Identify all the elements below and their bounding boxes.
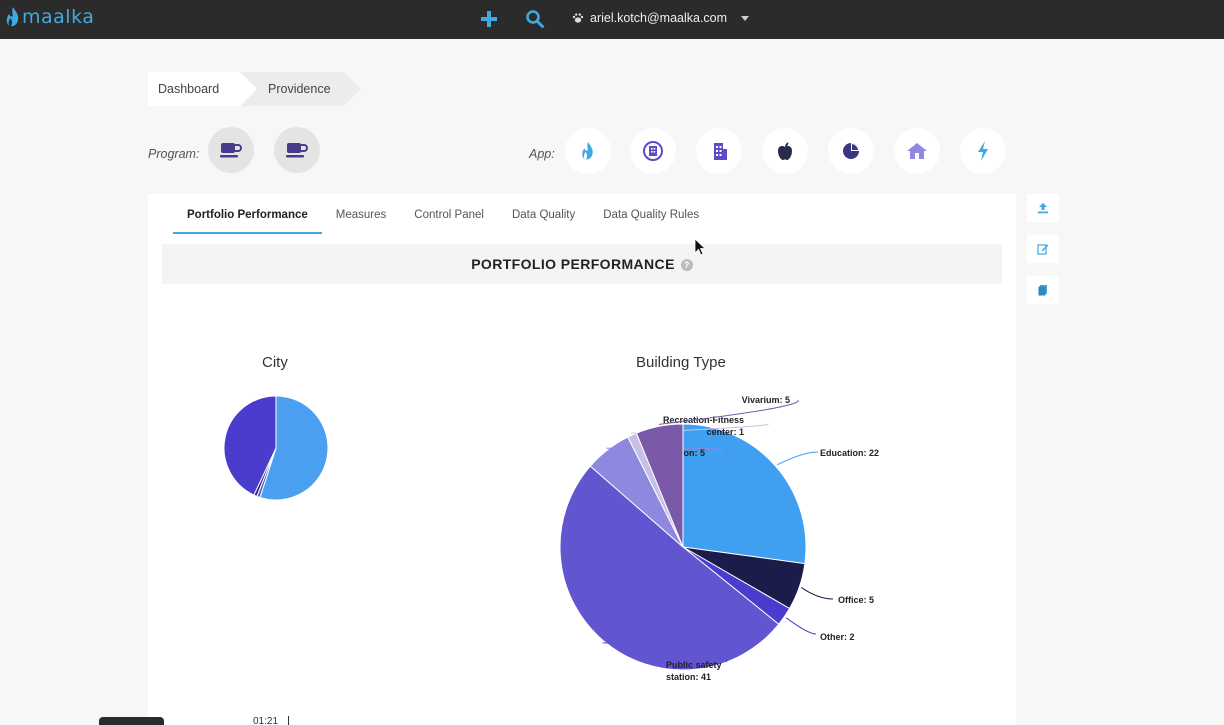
- pie-chart-icon: [843, 143, 859, 159]
- pie-slice[interactable]: [223, 395, 277, 496]
- user-email: ariel.kotch@maalka.com: [590, 11, 728, 25]
- coffee-cup-icon: [286, 143, 308, 158]
- paw-icon: [572, 13, 584, 23]
- slice-label: Education: 22: [820, 448, 879, 458]
- pie-slice[interactable]: [682, 423, 807, 565]
- video-scrub-marker[interactable]: [288, 716, 289, 725]
- breadcrumb-providence[interactable]: Providence: [240, 72, 361, 106]
- tab-portfolio-performance[interactable]: Portfolio Performance: [173, 194, 322, 234]
- tab-measures[interactable]: Measures: [335, 209, 387, 221]
- tab-data-quality[interactable]: Data Quality: [511, 209, 576, 221]
- building-type-pie-chart: Education: 22 Office: 5 Other: 2 Public saf…: [559, 395, 879, 682]
- home-icon: [907, 143, 927, 159]
- app-button-building[interactable]: [696, 128, 742, 174]
- program-button-1[interactable]: [208, 127, 254, 173]
- chevron-down-icon[interactable]: [741, 15, 750, 21]
- slice-connector: [776, 451, 819, 466]
- user-menu[interactable]: ariel.kotch@maalka.com: [572, 11, 750, 25]
- slice-label: Public safety: [666, 660, 722, 670]
- slice-label: Other: 2: [820, 632, 855, 642]
- tab-bar: Portfolio Performance Measures Control P…: [173, 194, 713, 236]
- video-control-pill[interactable]: [99, 717, 164, 725]
- edit-button[interactable]: [1027, 235, 1059, 263]
- logo[interactable]: maalka: [6, 6, 94, 28]
- app-button-piechart[interactable]: [828, 128, 874, 174]
- city-chart-title: City: [262, 354, 288, 371]
- slice-connector: [658, 399, 799, 425]
- slice-label: Recreation-Fitness: [663, 415, 744, 425]
- mouse-cursor-icon: [694, 238, 706, 256]
- slice-label: station: 41: [666, 672, 711, 682]
- apple-icon: [778, 142, 792, 160]
- slice-connector: [800, 587, 834, 600]
- office-building-icon: [714, 143, 727, 160]
- city-pie-chart: [223, 395, 329, 501]
- upload-icon: [1038, 203, 1048, 214]
- app-button-apple[interactable]: [762, 128, 808, 174]
- plus-icon[interactable]: [479, 9, 499, 29]
- slice-label: Office: 5: [838, 595, 874, 605]
- pie-slice[interactable]: [635, 423, 684, 548]
- building-type-chart-title: Building Type: [636, 354, 726, 371]
- program-button-2[interactable]: [274, 127, 320, 173]
- breadcrumb: Dashboard Providence: [148, 72, 361, 106]
- building-badge-icon: [643, 141, 663, 161]
- copy-icon: [1038, 285, 1047, 296]
- slice-label: center: 1: [706, 427, 744, 437]
- flame-icon: [582, 141, 593, 160]
- app-button-lightning[interactable]: [960, 128, 1006, 174]
- slice-connector: [785, 617, 817, 635]
- portfolio-card: Portfolio Performance Measures Control P…: [148, 194, 1016, 725]
- flame-logo-icon: [6, 7, 19, 27]
- copy-button[interactable]: [1027, 276, 1059, 304]
- pie-slice[interactable]: [259, 395, 329, 501]
- video-timecode: 01:21: [253, 716, 279, 725]
- top-bar: maalka ariel.kotch@maalka.com: [0, 0, 1224, 39]
- breadcrumb-dashboard[interactable]: Dashboard: [148, 72, 257, 106]
- edit-icon: [1037, 244, 1049, 255]
- help-icon[interactable]: ?: [680, 259, 693, 272]
- section-header: PORTFOLIO PERFORMANCE?: [162, 244, 1002, 284]
- app-button-badge[interactable]: [630, 128, 676, 174]
- app-button-home[interactable]: [894, 128, 940, 174]
- lightning-icon: [978, 141, 988, 161]
- app-button-flame[interactable]: [565, 128, 611, 174]
- tab-data-quality-rules[interactable]: Data Quality Rules: [603, 209, 700, 221]
- slice-connector: [602, 642, 728, 663]
- section-title: PORTFOLIO PERFORMANCE: [471, 256, 675, 272]
- coffee-cup-icon: [220, 143, 242, 158]
- search-icon[interactable]: [525, 9, 545, 29]
- slice-label: Vivarium: 5: [742, 395, 790, 405]
- pie-slice[interactable]: [559, 465, 780, 671]
- tab-control-panel[interactable]: Control Panel: [414, 209, 484, 221]
- upload-button[interactable]: [1027, 194, 1059, 222]
- program-label: Program:: [148, 147, 200, 161]
- app-label: App:: [529, 147, 555, 161]
- logo-text: maalka: [22, 6, 95, 28]
